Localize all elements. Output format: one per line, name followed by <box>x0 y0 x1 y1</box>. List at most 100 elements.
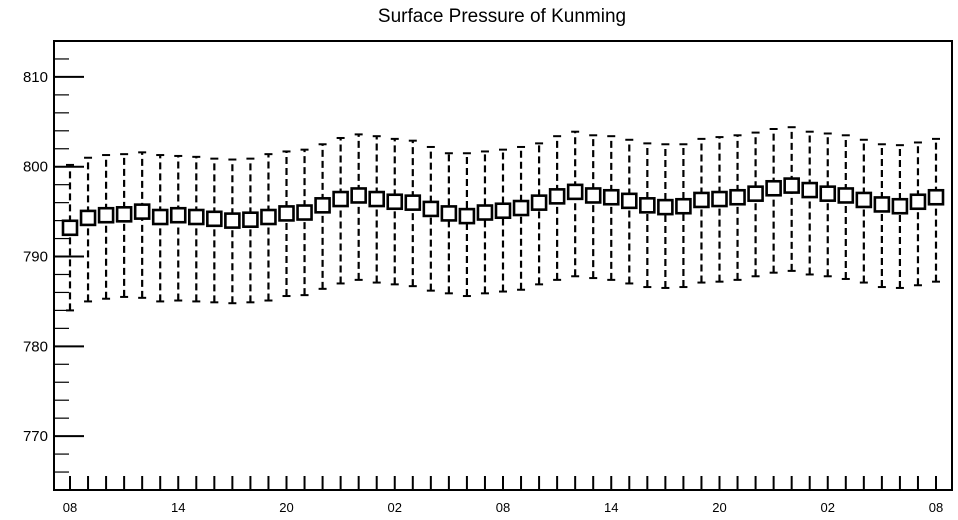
box-marker <box>837 187 855 204</box>
box-item <box>79 156 97 303</box>
box-item <box>314 143 331 290</box>
box-item <box>765 128 782 274</box>
box-marker <box>476 204 494 221</box>
box-marker <box>151 208 169 226</box>
box-marker <box>206 210 223 228</box>
box-marker <box>891 197 909 215</box>
box-marker <box>422 200 440 218</box>
box-marker <box>296 204 313 221</box>
box-marker <box>368 190 386 208</box>
box-marker <box>765 179 782 197</box>
box-item <box>115 153 133 298</box>
x-tick-label: 20 <box>712 500 726 515</box>
box-marker <box>657 198 674 216</box>
box-marker <box>242 211 259 229</box>
box-marker <box>711 190 728 208</box>
box-item <box>187 155 205 303</box>
box-marker <box>458 207 476 225</box>
box-item <box>819 132 837 278</box>
box-item <box>422 145 440 292</box>
box-marker <box>260 208 277 226</box>
x-tick-label: 08 <box>496 500 510 515</box>
y-tick-label: 790 <box>23 249 48 266</box>
box-item <box>61 163 79 312</box>
chart-title: Surface Pressure of Kunming <box>378 6 626 27</box>
box-marker <box>819 185 837 202</box>
box-marker <box>278 205 295 222</box>
box-item <box>693 137 710 284</box>
box-item <box>729 134 746 281</box>
box-item <box>927 137 945 283</box>
box-marker <box>314 197 331 214</box>
x-tick-label: 08 <box>929 500 943 515</box>
box-item <box>566 130 584 278</box>
box-marker <box>729 188 746 206</box>
box-item <box>620 138 638 285</box>
box-marker <box>693 191 710 209</box>
box-item <box>296 148 313 297</box>
box-item <box>801 130 819 276</box>
box-item <box>783 126 800 272</box>
x-tick-label: 02 <box>821 500 835 515</box>
box-marker <box>584 187 602 204</box>
box-marker <box>620 192 638 210</box>
box-item <box>512 145 530 291</box>
box-item <box>151 154 169 303</box>
y-tick-label: 770 <box>23 428 48 445</box>
x-axis: 08 14 20 02 08 14 20 02 08 <box>63 476 943 515</box>
box-item <box>891 144 909 289</box>
box-marker <box>530 194 548 211</box>
box-item <box>639 142 656 289</box>
box-marker <box>79 209 97 227</box>
box-marker <box>224 212 241 229</box>
box-marker <box>548 188 566 205</box>
box-item <box>368 135 386 284</box>
box-item <box>206 157 223 304</box>
box-item <box>476 150 494 295</box>
box-item <box>855 138 873 284</box>
box-marker <box>639 197 656 214</box>
box-marker <box>404 194 422 211</box>
box-marker <box>187 208 205 226</box>
y-tick-label: 810 <box>23 69 48 86</box>
box-item <box>458 152 476 298</box>
box-marker <box>97 206 115 224</box>
box-item <box>494 148 512 293</box>
box-item <box>278 150 295 298</box>
box-marker <box>61 219 79 237</box>
box-item <box>242 157 259 304</box>
box-item <box>260 153 277 302</box>
box-item <box>332 136 349 285</box>
box-item <box>675 143 692 289</box>
box-plot-series <box>61 126 945 312</box>
y-tick-label: 800 <box>23 159 48 176</box>
box-marker <box>169 206 187 224</box>
box-marker <box>133 203 151 220</box>
box-item <box>224 158 241 305</box>
box-marker <box>801 181 819 199</box>
box-item <box>657 143 674 289</box>
box-marker <box>783 177 800 194</box>
x-tick-label: 20 <box>279 500 293 515</box>
box-item <box>133 151 151 299</box>
box-item <box>909 141 927 287</box>
box-marker <box>873 196 891 213</box>
box-marker <box>494 202 512 220</box>
box-marker <box>115 206 133 223</box>
box-item <box>837 134 855 280</box>
box-item <box>440 152 458 295</box>
box-item <box>711 136 728 283</box>
box-item <box>747 131 764 278</box>
x-tick-label: 02 <box>388 500 402 515</box>
box-marker <box>566 183 584 201</box>
box-marker <box>747 185 764 202</box>
box-marker <box>855 191 873 209</box>
box-item <box>548 135 566 281</box>
box-marker <box>332 190 349 208</box>
box-marker <box>927 188 945 206</box>
box-marker <box>602 188 620 206</box>
y-tick-label: 780 <box>23 338 48 355</box>
box-item <box>169 154 187 302</box>
box-marker <box>909 193 927 211</box>
